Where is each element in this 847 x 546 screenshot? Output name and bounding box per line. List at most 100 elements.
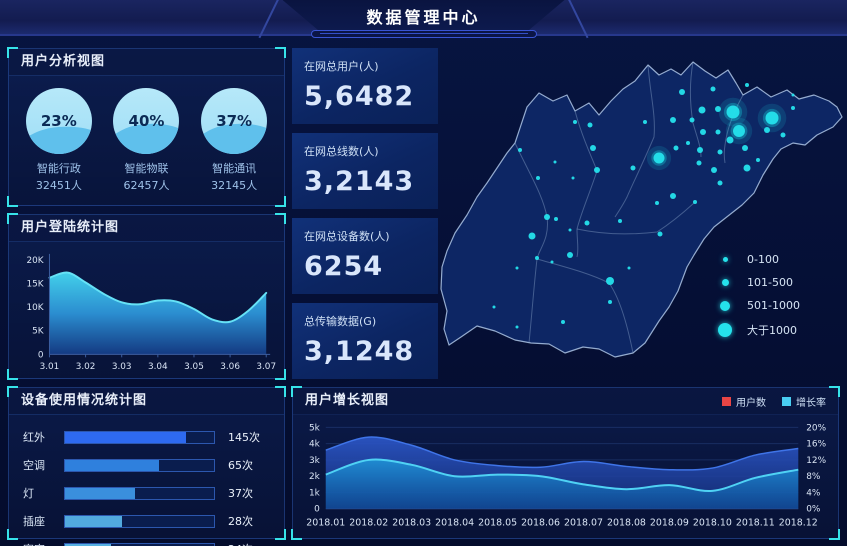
map-legend-dot-box [715,323,735,337]
map-legend-dot-icon [722,257,728,262]
map-legend-label: 0-100 [747,253,779,266]
gauge-circle: 23% [25,88,92,154]
growth-legend: 用户数 增长率 [722,394,826,409]
svg-text:2018.09: 2018.09 [649,518,688,529]
gauge-percent: 40% [128,112,165,130]
kpi-card: 总传输数据(G) 3,1248 [292,303,438,379]
legend-label: 用户数 [736,397,766,409]
svg-text:15K: 15K [26,279,43,289]
panel-title-device-usage: 设备使用情况统计图 [9,388,284,415]
svg-text:0: 0 [314,505,320,515]
svg-text:2018.12: 2018.12 [778,518,817,529]
map-legend-dot-icon [720,300,731,311]
device-value: 145次 [228,431,260,444]
svg-text:2018.06: 2018.06 [521,518,560,529]
kpi-value: 3,2143 [304,166,415,197]
panel-user-growth: 用户增长视图 用户数 增长率 0 1k 2k 3k 4k 5k 0% 4% 8% 12% 16% 20%… [291,386,840,540]
device-bar-fill [65,543,112,546]
device-bar-track [64,542,215,546]
gauge-percent: 37% [216,112,253,130]
gauge-label: 智能物联 62457人 [123,162,170,192]
svg-text:3.01: 3.01 [39,362,59,372]
device-bar-track [64,514,215,528]
svg-text:0: 0 [37,350,43,360]
svg-text:2018.11: 2018.11 [735,518,774,529]
svg-text:2018.05: 2018.05 [478,518,517,529]
svg-text:2018.08: 2018.08 [606,518,645,529]
svg-text:10K: 10K [26,303,43,313]
kpi-column: 在网总用户(人) 5,6482 在网总线数(人) 3,2143 在网总设备数(人) 625… [292,48,438,379]
svg-text:16%: 16% [806,440,826,450]
liquid-gauge-group: 23% 智能行政 32451人 40% 智能物联 62457人 37% 智能通讯 32145人 [9,76,284,194]
map-scatter-dots [492,83,795,329]
page-title: 数据管理中心 [366,7,481,27]
svg-text:3.03: 3.03 [111,362,131,372]
liquid-gauge: 40% 智能物联 62457人 [103,88,189,194]
legend-swatch [722,396,731,406]
kpi-value: 5,6482 [304,81,415,112]
svg-text:20K: 20K [26,256,43,266]
header-underline [310,30,537,38]
map-legend-row: 101-500 [715,276,800,289]
header-decor-slash-right [567,0,589,39]
kpi-label: 在网总设备数(人) [304,230,390,243]
device-bar-row: 窗帘 24次 [23,541,270,546]
header: 数据管理中心 [0,0,847,39]
map-legend-row: 大于1000 [715,322,800,338]
map-legend-dot-box [715,279,735,286]
svg-text:3.05: 3.05 [184,362,204,372]
svg-text:0%: 0% [806,505,820,515]
kpi-label: 在网总线数(人) [304,145,379,158]
svg-text:2018.03: 2018.03 [392,518,431,529]
device-value: 24次 [224,541,270,546]
device-value: 65次 [228,459,253,472]
legend-item-用户数[interactable]: 用户数 [722,394,766,409]
device-bar-row: 插座 28次 [23,513,270,529]
svg-text:5k: 5k [308,423,320,433]
map-legend-row: 501-1000 [715,299,800,312]
kpi-card: 在网总线数(人) 3,2143 [292,133,438,209]
svg-text:2018.01: 2018.01 [306,518,345,529]
svg-text:2018.04: 2018.04 [435,518,474,529]
device-bar-track [64,486,215,500]
svg-text:3k: 3k [308,456,320,466]
svg-text:3.07: 3.07 [256,362,276,372]
device-value: 28次 [228,515,253,528]
map-legend-label: 大于1000 [747,324,798,337]
map-legend-row: 0-100 [715,253,800,266]
device-label: 灯 [23,487,34,500]
svg-text:2k: 2k [308,472,320,482]
svg-text:4%: 4% [806,488,820,498]
svg-text:12%: 12% [806,456,826,466]
device-bar-fill [65,487,136,499]
svg-text:4k: 4k [308,440,320,450]
kpi-value: 3,1248 [304,336,415,367]
svg-text:3.02: 3.02 [75,362,95,372]
liquid-gauge: 37% 智能通讯 32145人 [191,88,277,194]
map-legend-label: 501-1000 [747,299,800,312]
kpi-value: 6254 [304,251,384,282]
liquid-gauge: 23% 智能行政 32451人 [16,88,102,194]
login-area-chart: 0 5K 10K 15K 20K 3.01 3.02 3.03 3.04 3.05 3.06 3.07 [26,253,276,372]
device-bar-fill [65,431,186,443]
device-value: 37次 [228,487,253,500]
legend-label: 增长率 [796,397,826,409]
svg-text:8%: 8% [806,472,820,482]
svg-text:5K: 5K [32,327,44,337]
panel-title-user-analysis: 用户分析视图 [9,49,284,76]
legend-item-增长率[interactable]: 增长率 [782,394,826,409]
map-size-legend: 0-100 101-500 501-1000 大于1000 [715,253,800,338]
kpi-card: 在网总用户(人) 5,6482 [292,48,438,124]
panel-title-login-stats: 用户登陆统计图 [9,215,284,242]
device-label: 红外 [23,431,45,444]
svg-text:2018.10: 2018.10 [692,518,731,529]
device-bar-fill [65,515,122,527]
svg-text:1k: 1k [308,488,320,498]
device-label: 空调 [23,459,45,472]
device-bar-track [64,430,215,444]
panel-user-analysis: 用户分析视图 23% 智能行政 32451人 40% 智能物联 62457人 37% 智能通讯… [7,47,286,207]
device-bar-track [64,458,215,472]
panel-login-stats: 用户登陆统计图 0 5K 10K 15K 20K 3.01 3.02 3.03 3.04 3.05… [7,213,286,380]
